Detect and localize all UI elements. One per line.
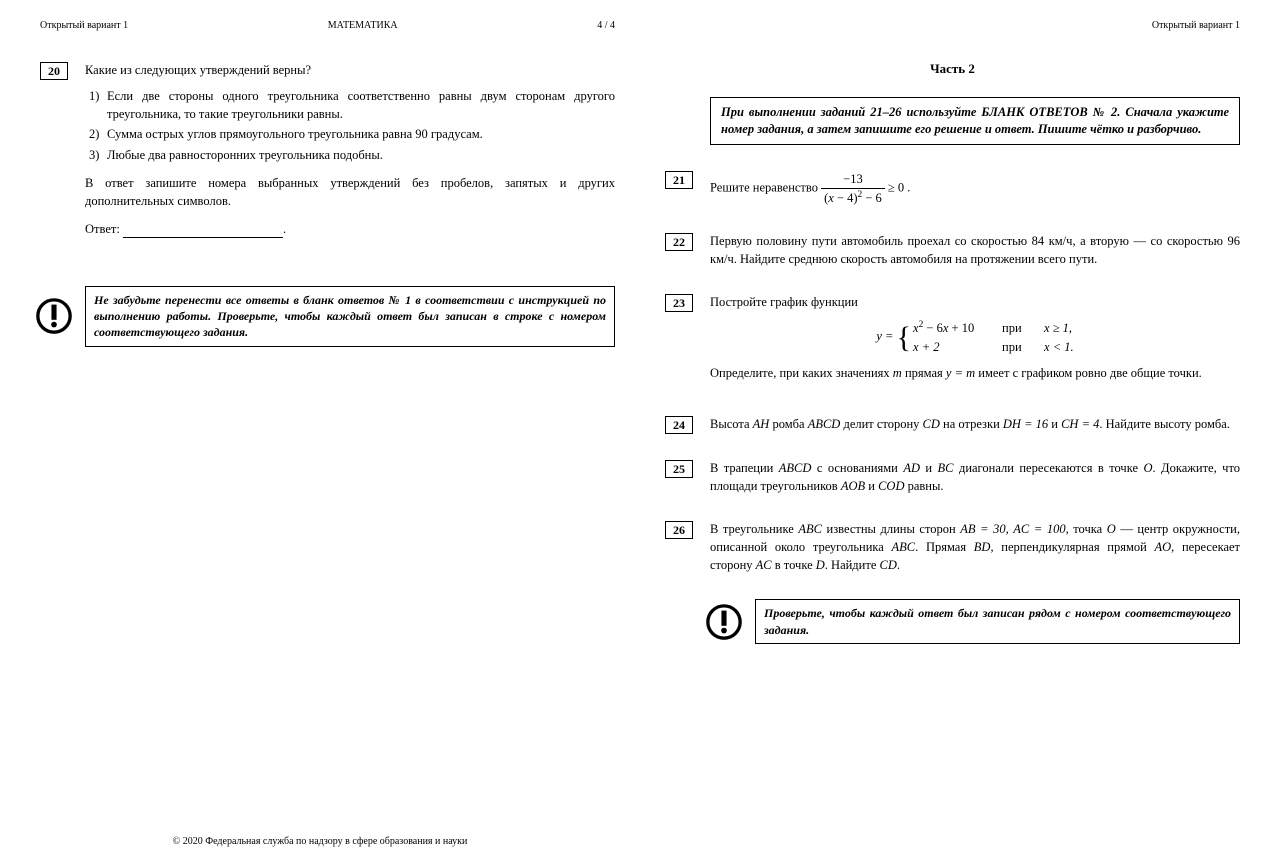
task-26: 26 В треугольнике ABC известны длины сто…: [665, 520, 1240, 574]
part2-title: Часть 2: [665, 61, 1240, 77]
task-num-25: 25: [665, 460, 693, 478]
task-body-20: Какие из следующих утверждений верны? 1)…: [85, 61, 615, 246]
task-20: 20 Какие из следующих утверждений верны?…: [40, 61, 615, 246]
task-23: 23 Постройте график функции y = { x2 − 6…: [665, 293, 1240, 390]
variant-label-r: Открытый вариант 1: [665, 20, 1240, 31]
exclamation-icon: [705, 603, 743, 641]
page-left: Открытый вариант 1 МАТЕМАТИКА 4 / 4 20 К…: [0, 0, 640, 857]
subject-label: МАТЕМАТИКА: [328, 20, 398, 31]
final-warn-box: Проверьте, чтобы каждый ответ был записа…: [755, 599, 1240, 643]
page-right: Открытый вариант 1 Часть 2 При выполнени…: [640, 0, 1280, 857]
task-num-20: 20: [40, 62, 68, 80]
task-25: 25 В трапеции ABCD с основаниями AD и BC…: [665, 459, 1240, 495]
part2-instructions: При выполнении заданий 21–26 используйте…: [710, 97, 1240, 145]
task-body-23: Постройте график функции y = { x2 − 6x +…: [710, 293, 1240, 390]
variant-label: Открытый вариант 1: [40, 20, 128, 31]
task-num-22: 22: [665, 233, 693, 251]
reminder-row: Не забудьте перенести все ответы в бланк…: [35, 286, 615, 347]
task-num-23: 23: [665, 294, 693, 312]
q20-answer-line: Ответ: .: [85, 220, 615, 238]
q23-piecewise: y = { x2 − 6x + 10приx ≥ 1, x + 2приx < …: [710, 319, 1240, 355]
q20-statements: 1)Если две стороны одного треугольника с…: [85, 87, 615, 164]
task-num-26: 26: [665, 521, 693, 539]
header-right: Открытый вариант 1: [665, 20, 1240, 31]
answer-blank[interactable]: [123, 237, 283, 238]
page-indicator: 4 / 4: [597, 20, 615, 31]
reminder-box: Не забудьте перенести все ответы в бланк…: [85, 286, 615, 347]
task-body-24: Высота AH ромба ABCD делит сторону CD на…: [710, 415, 1240, 433]
task-body-25: В трапеции ABCD с основаниями AD и BC ди…: [710, 459, 1240, 495]
header-left: Открытый вариант 1 МАТЕМАТИКА 4 / 4: [40, 20, 615, 31]
q21-fraction: −13 (x − 4)2 − 6: [821, 170, 885, 207]
task-body-22: Первую половину пути автомобиль проехал …: [710, 232, 1240, 268]
exclamation-icon: [35, 297, 73, 335]
task-num-24: 24: [665, 416, 693, 434]
copyright: © 2020 Федеральная служба по надзору в с…: [0, 836, 640, 847]
task-21: 21 Решите неравенство −13 (x − 4)2 − 6 ≥…: [665, 170, 1240, 207]
task-22: 22 Первую половину пути автомобиль проех…: [665, 232, 1240, 268]
task-body-21: Решите неравенство −13 (x − 4)2 − 6 ≥ 0 …: [710, 170, 1240, 207]
task-body-26: В треугольнике ABC известны длины сторон…: [710, 520, 1240, 574]
brace-icon: {: [897, 326, 911, 350]
task-num-21: 21: [665, 171, 693, 189]
q20-stem: Какие из следующих утверждений верны?: [85, 61, 615, 79]
q20-after: В ответ запишите номера выбранных утверж…: [85, 174, 615, 210]
final-warn-row: Проверьте, чтобы каждый ответ был записа…: [705, 599, 1240, 643]
q23-after: Определите, при каких значениях m прямая…: [710, 364, 1240, 382]
task-24: 24 Высота AH ромба ABCD делит сторону CD…: [665, 415, 1240, 434]
